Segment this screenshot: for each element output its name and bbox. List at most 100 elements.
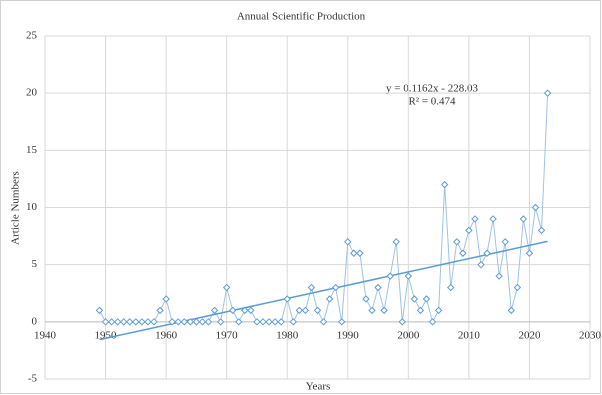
x-tick-label: 2010 — [458, 329, 481, 341]
data-point — [126, 318, 134, 326]
data-point — [392, 238, 400, 246]
data-point — [235, 318, 243, 326]
data-point — [374, 283, 382, 292]
data-point — [386, 272, 394, 280]
data-point — [416, 306, 425, 315]
data-point — [210, 306, 219, 315]
x-tick-label: 2020 — [518, 329, 541, 341]
data-point — [495, 272, 503, 280]
data-point — [132, 318, 140, 326]
data-point — [283, 295, 291, 303]
data-point — [301, 306, 310, 315]
data-point — [356, 249, 364, 257]
data-point — [483, 249, 491, 257]
data-point — [120, 318, 128, 326]
x-tick-label: 1950 — [95, 329, 118, 341]
data-point — [247, 306, 255, 315]
data-point — [380, 306, 388, 315]
data-point — [277, 318, 285, 326]
data-point — [410, 295, 419, 303]
data-point — [241, 306, 249, 315]
data-point — [453, 238, 461, 246]
data-point — [440, 180, 449, 189]
data-point — [525, 249, 534, 257]
y-tick-label: 15 — [26, 144, 38, 156]
data-point — [113, 318, 122, 326]
trend-equation: y = 0.1162x - 228.03 — [386, 83, 478, 95]
y-tick-label: 0 — [32, 315, 38, 327]
data-point — [519, 215, 528, 223]
data-point — [156, 306, 164, 315]
data-point — [259, 318, 267, 326]
data-point — [350, 249, 358, 257]
x-tick-label: 2000 — [397, 329, 420, 341]
data-point — [307, 283, 316, 292]
data-point — [404, 272, 413, 280]
x-tick-label: 1980 — [276, 329, 299, 341]
x-tick-label: 1990 — [337, 329, 360, 341]
data-point — [162, 295, 170, 303]
data-point — [344, 238, 352, 246]
data-point — [174, 318, 182, 326]
x-tick-label: 1960 — [155, 329, 178, 341]
data-point — [313, 306, 322, 315]
data-point — [447, 283, 455, 292]
data-point — [222, 283, 231, 292]
y-axis-label: Article Numbers — [10, 171, 22, 245]
data-point — [325, 295, 334, 303]
data-point — [537, 226, 546, 235]
data-point — [471, 215, 479, 223]
chart-title: Annual Scientific Production — [237, 11, 366, 23]
data-point — [543, 89, 552, 97]
data-point — [107, 318, 116, 326]
data-point — [434, 306, 443, 315]
y-tick-label: 10 — [26, 201, 38, 213]
x-tick-label: 1940 — [34, 329, 57, 341]
data-point — [192, 318, 201, 326]
data-point — [338, 318, 346, 326]
data-point — [180, 318, 188, 326]
data-point — [319, 318, 328, 326]
data-point — [531, 203, 540, 212]
data-point — [101, 318, 110, 326]
data-point — [501, 238, 509, 246]
y-tick-label: 25 — [26, 30, 38, 42]
data-point — [489, 215, 497, 223]
data-point — [398, 318, 406, 326]
x-axis-label: Years — [306, 381, 331, 393]
data-point — [459, 249, 467, 257]
data-point — [271, 318, 279, 326]
data-point — [368, 306, 376, 315]
y-tick-label: -5 — [28, 373, 38, 385]
data-point — [507, 306, 515, 315]
data-point — [150, 318, 158, 326]
data-point — [216, 318, 225, 326]
data-point — [186, 318, 195, 326]
data-point — [138, 318, 146, 326]
data-point — [253, 318, 261, 326]
data-point — [513, 283, 522, 292]
data-point — [331, 283, 340, 292]
data-point — [295, 306, 304, 315]
trend-r2: R² = 0.474 — [408, 96, 456, 108]
y-tick-label: 5 — [32, 258, 38, 270]
data-point — [289, 318, 297, 326]
data-point — [144, 318, 152, 326]
data-point — [229, 306, 237, 315]
data-point — [95, 306, 104, 315]
data-point — [477, 260, 485, 269]
data-point — [198, 318, 207, 326]
y-tick-label: 20 — [26, 87, 38, 99]
data-point — [362, 295, 370, 303]
x-tick-label: 1970 — [216, 329, 239, 341]
data-point — [204, 318, 213, 326]
data-point — [265, 318, 273, 326]
data-point — [422, 295, 431, 303]
data-point — [465, 226, 473, 235]
data-point — [428, 318, 437, 326]
data-point — [168, 318, 176, 326]
x-tick-label: 2030 — [579, 329, 602, 341]
